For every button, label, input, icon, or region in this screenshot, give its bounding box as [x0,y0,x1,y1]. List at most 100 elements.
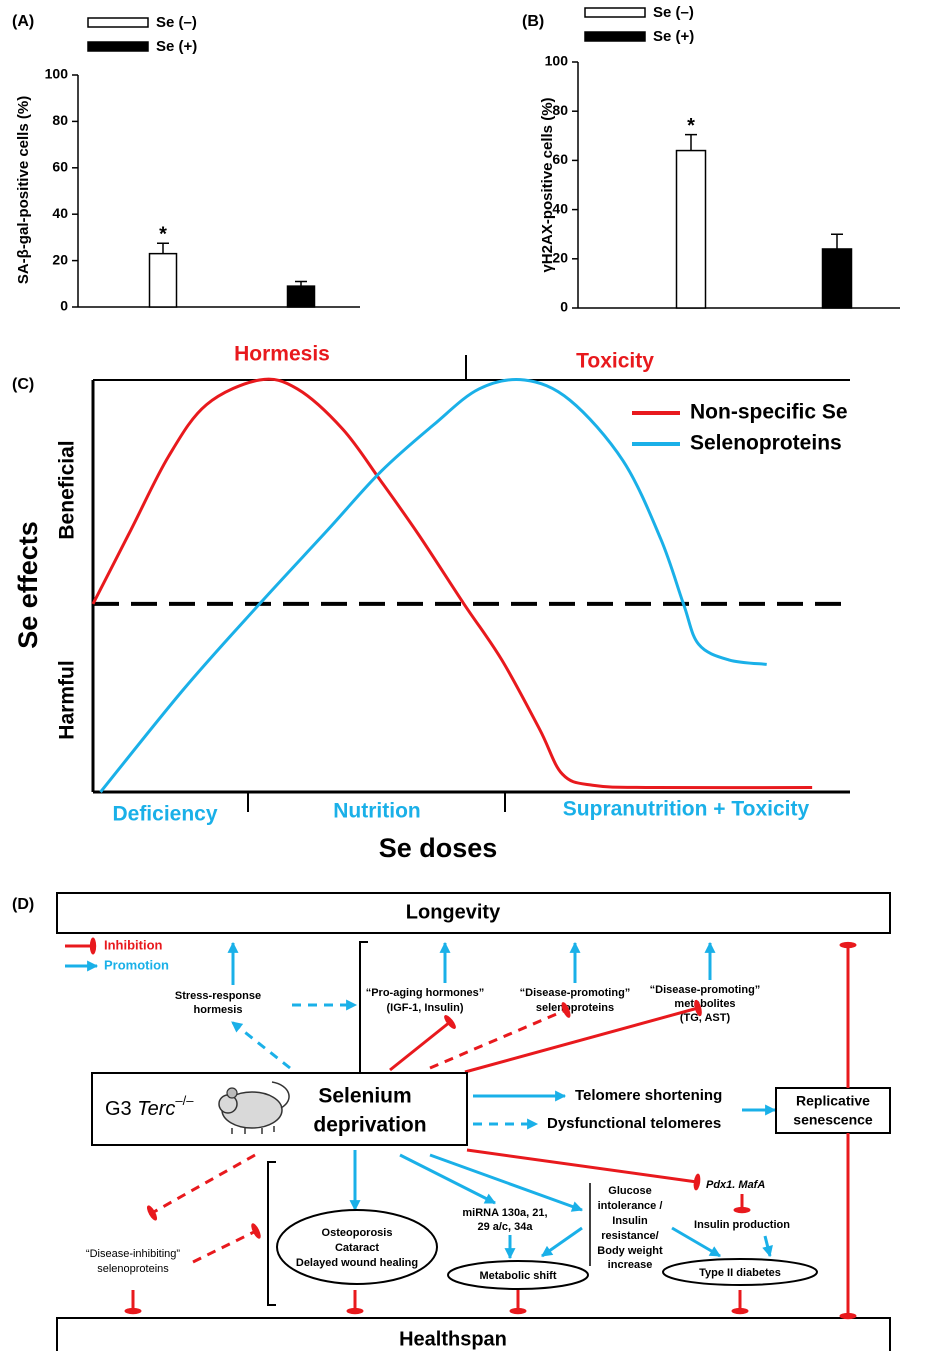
y-tick-label: 60 [552,151,568,167]
node-text: “Disease-promoting” [650,984,761,996]
x-region-label: Supranutrition + Toxicity [563,798,810,821]
strain-label: G3 Terc–/– [105,1093,194,1120]
legend-label: Selenoproteins [690,432,842,455]
node-text: resistance/ [601,1230,658,1242]
bar [675,149,707,309]
legend-label: Se (–) [653,4,694,21]
node-text: Osteoporosis [322,1227,393,1239]
node-text: hormesis [194,1004,243,1016]
node-text: Body weight [597,1245,663,1257]
y-tick-label: 20 [52,251,68,267]
error-bar [295,280,307,287]
y-axis-label: SA-β-gal-positive cells (%) [15,96,32,284]
legend-swatch [584,31,646,42]
y-axis-label: γH2AX-positive cells (%) [539,97,556,272]
node-text: senescence [793,1112,873,1128]
node-text: Insulin [612,1215,648,1227]
y-tick-label: 40 [552,200,568,216]
inhibition [464,999,702,1074]
longevity-label: Longevity [406,901,501,923]
line-series [99,378,767,793]
legend-swatch [584,7,646,18]
aging-ellipse [276,1209,438,1285]
mouse-legs [231,1126,275,1134]
diabetes-ellipse [662,1258,818,1286]
error-bar [157,242,169,254]
node-text: Stress-response [175,990,261,1002]
y-region-label: Beneficial [56,440,79,539]
significance-mark: * [687,115,695,137]
legend-inhibition: Inhibition [104,937,163,952]
y-tick-label: 0 [60,298,68,314]
dashed-arrow [231,1020,291,1070]
node-text: Delayed wound healing [296,1257,418,1269]
bracket [267,1161,276,1306]
genotype: –/– [175,1093,194,1108]
legend-label: Non-specific Se [690,401,848,424]
y-tick-label: 80 [52,112,68,128]
y-axis-label: Se effects [13,521,43,649]
node-text: “Disease-inhibiting” [86,1248,180,1260]
node-text: metabolites [674,998,735,1010]
region-label: Hormesis [234,343,330,366]
node-text: “Pro-aging hormones” [366,987,485,999]
region-label: Toxicity [576,350,654,373]
legend-label: Se (+) [156,38,197,55]
y-tick-label: 0 [560,299,568,315]
senescence-box [775,1087,891,1134]
mouse-tail [271,1081,290,1109]
node-text: 29 a/c, 34a [477,1221,533,1233]
node-text: selenoproteins [97,1263,169,1275]
metabolic-ellipse [447,1260,589,1290]
node-text: Insulin production [694,1219,790,1231]
center-text: Selenium [318,1085,411,1108]
line-series [91,377,813,790]
node-text: (TG, AST) [680,1012,731,1024]
longevity-box [56,892,891,934]
bracket [359,941,368,1089]
dashed-inhibition [192,1223,261,1264]
dashed-inhibition [146,1153,256,1221]
arrow [429,1153,584,1212]
node-text: “Disease-promoting” [520,987,631,999]
node-text: Pdx1. MafA [706,1179,765,1191]
node-text: Dysfunctional telomeres [547,1115,721,1132]
legend-label: Se (+) [653,28,694,45]
error-bar [831,233,843,249]
inhibition [466,1148,701,1191]
node-text: Replicative [796,1093,870,1109]
y-region-label: Harmful [56,660,79,739]
inhibition [389,1015,456,1072]
panel-label: (C) [12,376,34,393]
panel-label: (A) [12,13,34,30]
y-tick-label: 20 [552,250,568,266]
legend-label: Se (–) [156,14,197,31]
node-text: Metabolic shift [479,1270,556,1282]
node-text: Type II diabetes [699,1267,781,1279]
node-text: selenoproteins [536,1002,614,1014]
node-text: miRNA 130a, 21, [462,1207,547,1219]
node-text: Cataract [335,1242,379,1254]
y-tick-label: 40 [52,205,68,221]
x-region-label: Nutrition [333,800,420,823]
legend-swatch [87,41,149,52]
center-text: deprivation [313,1114,426,1137]
healthspan-box [56,1317,891,1351]
panel-label: (B) [522,13,544,30]
gene: Terc [137,1098,175,1120]
mouse-icon [218,1081,290,1134]
arrow [541,1226,583,1258]
significance-mark: * [159,223,167,245]
y-tick-label: 80 [552,102,568,118]
node-text: intolerance / [598,1200,663,1212]
node-text: Telomere shortening [575,1087,722,1104]
node-text: (IGF-1, Insulin) [387,1002,464,1014]
panel-label: (D) [12,896,34,913]
node-text: Glucose [608,1185,651,1197]
bar [286,285,316,308]
y-tick-label: 100 [545,53,569,69]
arrow [399,1153,496,1205]
